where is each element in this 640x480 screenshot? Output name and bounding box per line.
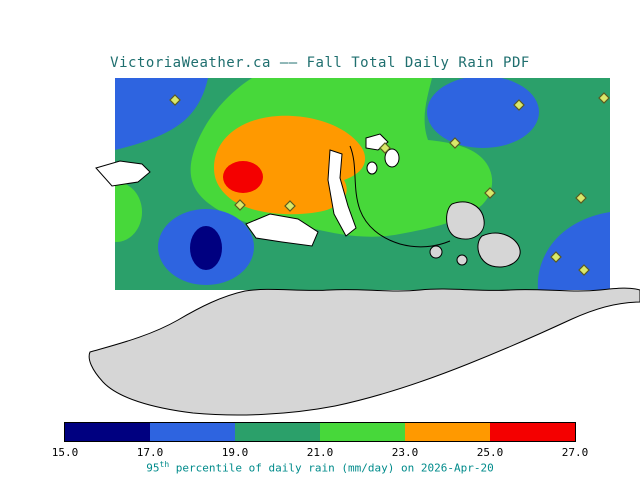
colorbar [64, 422, 576, 442]
island-sanjuan-1 [446, 201, 485, 240]
station-marker [449, 137, 461, 149]
colorbar-tick-label: 19.0 [221, 446, 249, 459]
colorbar-tick-label: 15.0 [51, 446, 79, 459]
contour-region-25-27 [223, 161, 263, 193]
land-olympic-peninsula [88, 287, 640, 416]
station-markers [169, 92, 610, 276]
water-saanich-inlet [327, 149, 357, 237]
station-marker [575, 192, 587, 204]
colorbar-segment-21.0-23.0 [320, 423, 405, 441]
station-marker [379, 142, 391, 154]
colorbar-tick-label: 17.0 [136, 446, 164, 459]
station-marker [484, 187, 496, 199]
caption-rest: percentile of daily rain (mm/day) on 202… [169, 461, 494, 475]
colorbar-segment-19.0-21.0 [235, 423, 320, 441]
water-victoria-harbour [245, 213, 319, 247]
colorbar-segment-23.0-25.0 [405, 423, 490, 441]
contour-region-17-19-se [537, 212, 610, 290]
colorbar-tick-label: 27.0 [561, 446, 589, 459]
water-sooke-basin [95, 160, 151, 187]
island-white-3 [366, 161, 378, 175]
contour-region-17-19-nw [115, 78, 208, 150]
station-marker [578, 264, 590, 276]
colorbar-tick-label: 25.0 [476, 446, 504, 459]
coastline-layer [88, 133, 640, 416]
station-marker [234, 199, 246, 211]
island-sanjuan-2 [477, 232, 521, 268]
caption-superscript: th [159, 460, 170, 469]
colorbar-segment-25.0-27.0 [490, 423, 575, 441]
contour-region-17-19-ne [427, 78, 539, 148]
colorbar-tick-label: 21.0 [306, 446, 334, 459]
station-marker [284, 200, 296, 212]
island-white-2 [384, 148, 400, 168]
chart-title: VictoriaWeather.ca –– Fall Total Daily R… [110, 55, 530, 71]
island-sanjuan-3 [429, 245, 443, 259]
colorbar-tick-label: 23.0 [391, 446, 419, 459]
colorbar-segment-15.0-17.0 [65, 423, 150, 441]
colorbar-ticks: 15.0 17.0 19.0 21.0 23.0 25.0 27.0 [0, 446, 640, 459]
coastline-peninsula [349, 145, 451, 248]
station-marker [598, 92, 610, 104]
caption: 95th percentile of daily rain (mm/day) o… [0, 460, 640, 475]
station-marker [550, 251, 562, 263]
contour-region-15-17 [190, 226, 222, 270]
island-sanjuan-4 [456, 254, 468, 266]
contour-field [115, 78, 610, 290]
station-marker [513, 99, 525, 111]
colorbar-segment-17.0-19.0 [150, 423, 235, 441]
station-marker [169, 94, 181, 106]
caption-prefix: 95 [146, 461, 160, 475]
contour-region-21-23-west [115, 182, 142, 242]
